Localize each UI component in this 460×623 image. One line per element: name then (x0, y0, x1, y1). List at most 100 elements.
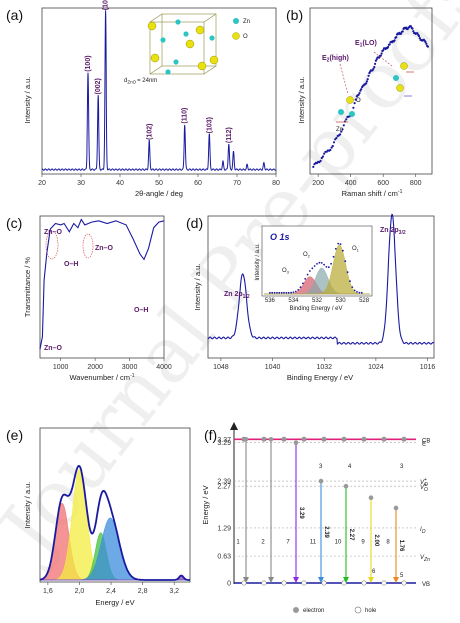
electron-marker (293, 440, 299, 445)
annotation-zn2p32: Zn 2p3/2 (380, 227, 406, 236)
inset-point (323, 263, 325, 266)
zn-atom (165, 69, 171, 75)
transition-number: 8 (386, 539, 390, 545)
inset-point (299, 286, 302, 289)
side-number: 3 (319, 464, 323, 470)
inset-point (287, 291, 290, 294)
transition-energy: 2.27 (348, 529, 354, 541)
x-tick-label: 80 (272, 180, 280, 187)
data-point (367, 74, 370, 77)
x-tick-label: 20 (38, 180, 46, 187)
inset-title: O 1s (270, 232, 290, 242)
annotation-zno-1: Zn–O (44, 229, 62, 236)
inset-data-points (269, 242, 363, 294)
inset-point (349, 280, 351, 283)
panel-a-peak-labels: (100)(002) (101) (102) (110) (103) (112) (85, 0, 233, 143)
panel-f-transitions: 1 2 7 3.29 11 2.39 10 2.27 9 2.00 8 1.76 (236, 436, 404, 583)
legend-o-label: O (243, 34, 248, 40)
panel-d: (d) Intensity / a.u. Binding Energy / eV… (186, 213, 435, 382)
panel-d-frame (207, 215, 435, 359)
inset-point (334, 247, 337, 250)
arrow-head-icon (318, 577, 324, 583)
inset-point (271, 291, 274, 294)
x-tick-label: 50 (155, 180, 163, 187)
peak-label: (112) (226, 127, 233, 143)
data-point (416, 32, 419, 35)
icon-zn-label: Zn (336, 127, 343, 133)
panel-d-ticks: 1048 1040 1032 1024 1016 (213, 358, 435, 371)
panel-e-envelope (39, 464, 190, 581)
data-point (335, 136, 338, 140)
data-point (352, 106, 355, 109)
panel-d-label: (d) (186, 215, 203, 231)
x-tick-label: 400 (345, 180, 357, 187)
crystal-illustration (147, 13, 219, 75)
inset-point (278, 291, 281, 294)
inset-point (351, 286, 354, 288)
inset-point (292, 291, 295, 294)
panel-b-frame (309, 7, 433, 175)
panel-a: (a) Intensity / a.u. 2θ-angle / deg 20 30… (6, 0, 280, 198)
inset-tick-label: 528 (359, 298, 370, 304)
inset-point (294, 290, 297, 293)
data-point (424, 40, 427, 44)
e1-dash-line (373, 51, 393, 67)
electron-marker (321, 436, 327, 442)
crystal-edge (203, 65, 217, 75)
data-point (411, 27, 414, 30)
panel-a-label: (a) (6, 7, 23, 23)
x-tick-label: 800 (410, 180, 422, 187)
panel-b: (b) Intensity / a.u. Raman shift / cm-1 … (286, 7, 433, 198)
data-point (387, 45, 390, 49)
panel-c-label: (c) (6, 215, 22, 231)
hole-marker (241, 580, 247, 586)
data-point (321, 155, 325, 158)
inset-point (332, 255, 335, 258)
electron-marker (243, 436, 249, 442)
inset-point (325, 266, 328, 268)
energy-level-name: VB (422, 582, 430, 588)
panel-d-xlabel: Binding Energy / eV (287, 373, 353, 382)
panel-a-xrd-line (41, 10, 277, 171)
energy-level-value: 2.39 (217, 479, 231, 486)
x-tick-label: 600 (377, 180, 389, 187)
legend-zn-label: Zn (243, 19, 250, 25)
vibration-icon-e2: O Zn (336, 96, 361, 133)
data-point (365, 82, 368, 85)
electron-marker (368, 495, 374, 501)
data-point (388, 43, 391, 46)
hole-marker (381, 580, 387, 586)
data-point (426, 45, 429, 48)
zn-atom (183, 31, 189, 37)
inset-point (342, 249, 344, 252)
zn-atom (160, 37, 166, 43)
data-point (372, 67, 375, 70)
electron-marker (341, 436, 347, 442)
x-tick-label: 1024 (368, 364, 384, 371)
transition-number: 7 (286, 539, 290, 545)
inset-point (309, 270, 311, 272)
data-point (312, 165, 315, 168)
data-point (331, 144, 334, 148)
x-tick-label: 2,0 (75, 588, 85, 595)
inset-point (316, 263, 318, 265)
inset-point (302, 282, 304, 285)
data-point (373, 65, 376, 69)
crystallite-size: dZnO= 24nm (124, 78, 157, 85)
inset-point (356, 291, 358, 293)
zn-atom (173, 59, 179, 65)
inset-point (346, 271, 349, 274)
annotation-oh-2: O–H (134, 307, 148, 314)
o-atom (185, 39, 195, 49)
inset-tick-label: 532 (312, 298, 323, 304)
data-point (340, 130, 343, 133)
inset-ticks: 536 534 532 530 528 (265, 298, 370, 304)
panel-e-xlabel: Energy / eV (95, 598, 134, 607)
legend-hole-label: hole (365, 608, 377, 614)
peak-label: (101) (103, 0, 110, 10)
x-tick-label: 60 (194, 180, 202, 187)
panel-d-xps-line (207, 213, 435, 345)
arrow-head-icon (293, 577, 299, 583)
electron-marker (261, 436, 267, 442)
hole-marker (341, 580, 347, 586)
